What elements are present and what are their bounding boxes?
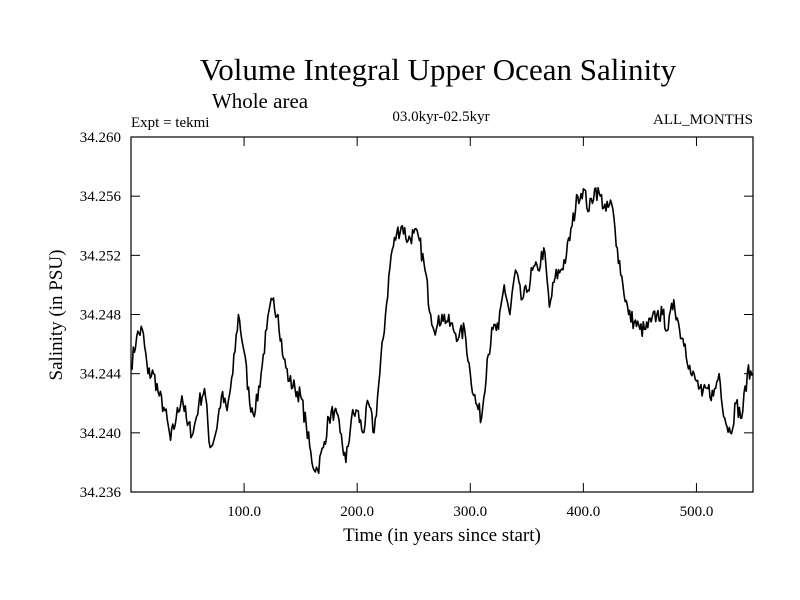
y-axis: 34.236 34.240 34.244 34.248 34.252 34.256 34.2… xyxy=(80,130,753,501)
y-tick-label: 34.252 xyxy=(80,248,121,264)
x-tick-label: 200.0 xyxy=(340,504,374,520)
x-axis: 100.0 200.0 300.0 400.0 500.0 xyxy=(227,137,713,520)
chart-title: Volume Integral Upper Ocean Salinity xyxy=(200,52,677,87)
months-label: ALL_MONTHS xyxy=(653,112,753,128)
y-tick-label: 34.236 xyxy=(80,485,122,501)
x-tick-label: 400.0 xyxy=(566,504,600,520)
y-tick-label: 34.260 xyxy=(80,130,121,146)
period-label: 03.0kyr-02.5kyr xyxy=(392,109,489,125)
x-axis-label: Time (in years since start) xyxy=(343,525,541,546)
salinity-series-line xyxy=(130,186,754,475)
y-axis-label: Salinity (in PSU) xyxy=(46,250,67,381)
x-tick-label: 300.0 xyxy=(453,504,487,520)
y-tick-label: 34.244 xyxy=(80,367,122,383)
chart-subtitle: Whole area xyxy=(212,89,309,113)
y-tick-label: 34.256 xyxy=(80,189,122,205)
experiment-label: Expt = tekmi xyxy=(131,115,209,131)
x-tick-label: 100.0 xyxy=(227,504,261,520)
y-tick-label: 34.240 xyxy=(80,426,121,442)
y-tick-label: 34.248 xyxy=(80,308,121,324)
x-tick-label: 500.0 xyxy=(680,504,714,520)
